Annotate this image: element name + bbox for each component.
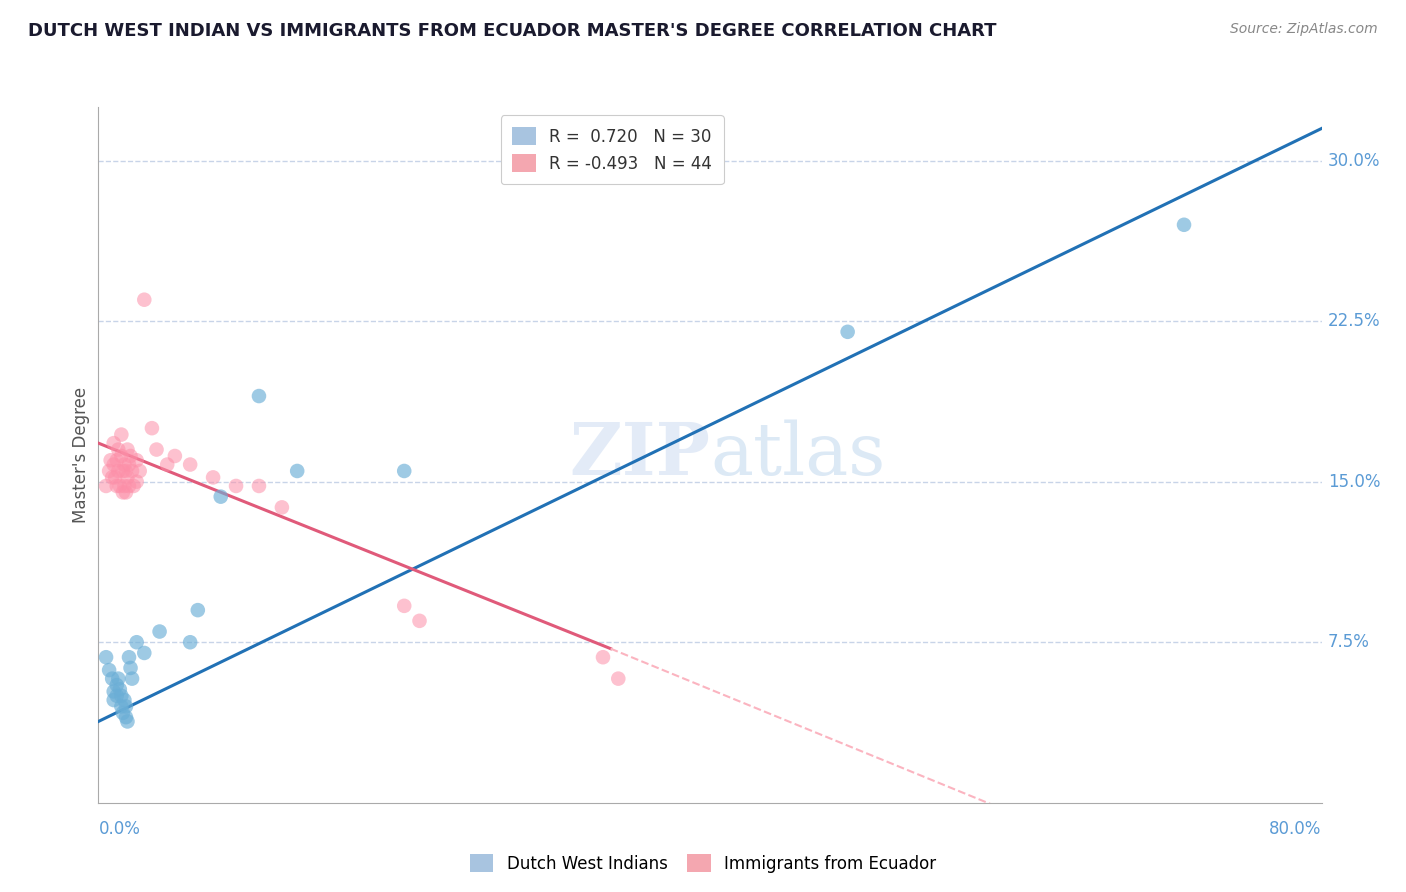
- Point: [202, 470, 225, 484]
- Point: [108, 682, 131, 697]
- Point: [103, 436, 125, 450]
- Point: [117, 470, 139, 484]
- Point: [110, 449, 132, 463]
- Point: [247, 389, 270, 403]
- Point: [592, 650, 614, 665]
- Point: [149, 624, 172, 639]
- Point: [120, 661, 142, 675]
- Point: [118, 479, 141, 493]
- Point: [118, 458, 141, 472]
- Point: [105, 689, 128, 703]
- Point: [156, 458, 179, 472]
- Text: 22.5%: 22.5%: [1327, 312, 1381, 330]
- Point: [163, 449, 186, 463]
- Text: 80.0%: 80.0%: [1270, 821, 1322, 838]
- Point: [134, 646, 156, 660]
- Point: [103, 693, 125, 707]
- Point: [837, 325, 859, 339]
- Point: [120, 449, 142, 463]
- Point: [285, 464, 308, 478]
- Point: [179, 458, 201, 472]
- Point: [392, 464, 416, 478]
- Point: [121, 464, 143, 478]
- Legend: R =  0.720   N = 30, R = -0.493   N = 44: R = 0.720 N = 30, R = -0.493 N = 44: [501, 115, 724, 185]
- Point: [115, 485, 138, 500]
- Point: [247, 479, 270, 493]
- Point: [112, 479, 135, 493]
- Point: [98, 663, 121, 677]
- Point: [125, 453, 148, 467]
- Point: [115, 710, 138, 724]
- Point: [107, 464, 129, 478]
- Point: [111, 485, 134, 500]
- Legend: Dutch West Indians, Immigrants from Ecuador: Dutch West Indians, Immigrants from Ecua…: [463, 847, 943, 880]
- Point: [125, 635, 148, 649]
- Point: [209, 490, 232, 504]
- Point: [141, 421, 163, 435]
- Point: [1173, 218, 1195, 232]
- Point: [270, 500, 292, 515]
- Point: [134, 293, 156, 307]
- Point: [101, 470, 124, 484]
- Point: [100, 453, 122, 467]
- Point: [110, 427, 132, 442]
- Point: [94, 479, 117, 493]
- Point: [145, 442, 167, 457]
- Text: atlas: atlas: [710, 419, 886, 491]
- Text: DUTCH WEST INDIAN VS IMMIGRANTS FROM ECUADOR MASTER'S DEGREE CORRELATION CHART: DUTCH WEST INDIAN VS IMMIGRANTS FROM ECU…: [28, 22, 997, 40]
- Text: Source: ZipAtlas.com: Source: ZipAtlas.com: [1230, 22, 1378, 37]
- Point: [392, 599, 416, 613]
- Text: 7.5%: 7.5%: [1327, 633, 1369, 651]
- Point: [110, 699, 132, 714]
- Point: [408, 614, 430, 628]
- Point: [112, 458, 135, 472]
- Point: [98, 464, 121, 478]
- Point: [101, 672, 124, 686]
- Point: [107, 442, 129, 457]
- Point: [118, 650, 141, 665]
- Point: [103, 684, 125, 698]
- Point: [128, 464, 150, 478]
- Point: [112, 693, 135, 707]
- Point: [225, 479, 247, 493]
- Y-axis label: Master's Degree: Master's Degree: [72, 387, 90, 523]
- Point: [108, 479, 131, 493]
- Point: [179, 635, 201, 649]
- Point: [105, 479, 128, 493]
- Point: [107, 672, 129, 686]
- Point: [94, 650, 117, 665]
- Point: [103, 458, 125, 472]
- Point: [117, 714, 139, 729]
- Text: 30.0%: 30.0%: [1327, 152, 1381, 169]
- Text: 15.0%: 15.0%: [1327, 473, 1381, 491]
- Point: [110, 689, 132, 703]
- Point: [105, 678, 128, 692]
- Point: [187, 603, 209, 617]
- Point: [115, 699, 138, 714]
- Point: [125, 475, 148, 489]
- Point: [104, 470, 127, 484]
- Point: [607, 672, 630, 686]
- Point: [121, 672, 143, 686]
- Point: [122, 479, 145, 493]
- Point: [117, 442, 139, 457]
- Text: ZIP: ZIP: [569, 419, 710, 491]
- Point: [111, 706, 134, 720]
- Point: [111, 464, 134, 478]
- Text: 0.0%: 0.0%: [98, 821, 141, 838]
- Point: [105, 453, 128, 467]
- Point: [115, 464, 138, 478]
